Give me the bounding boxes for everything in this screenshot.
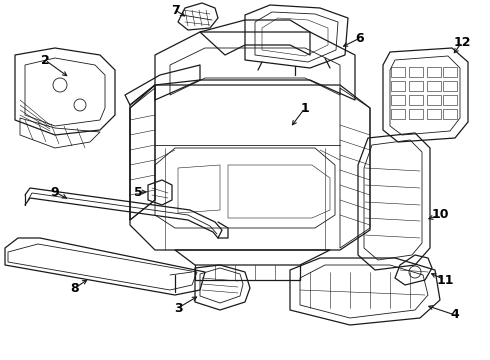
Text: 11: 11 — [436, 274, 454, 287]
Text: 6: 6 — [356, 31, 364, 45]
Text: 4: 4 — [451, 309, 460, 321]
Text: 8: 8 — [71, 282, 79, 294]
Text: 7: 7 — [171, 4, 179, 17]
Text: 1: 1 — [301, 102, 309, 114]
Text: 12: 12 — [453, 36, 471, 49]
Text: 5: 5 — [134, 185, 143, 198]
Text: 2: 2 — [41, 54, 49, 67]
Text: 9: 9 — [50, 185, 59, 198]
Text: 3: 3 — [173, 302, 182, 315]
Text: 10: 10 — [431, 208, 449, 221]
